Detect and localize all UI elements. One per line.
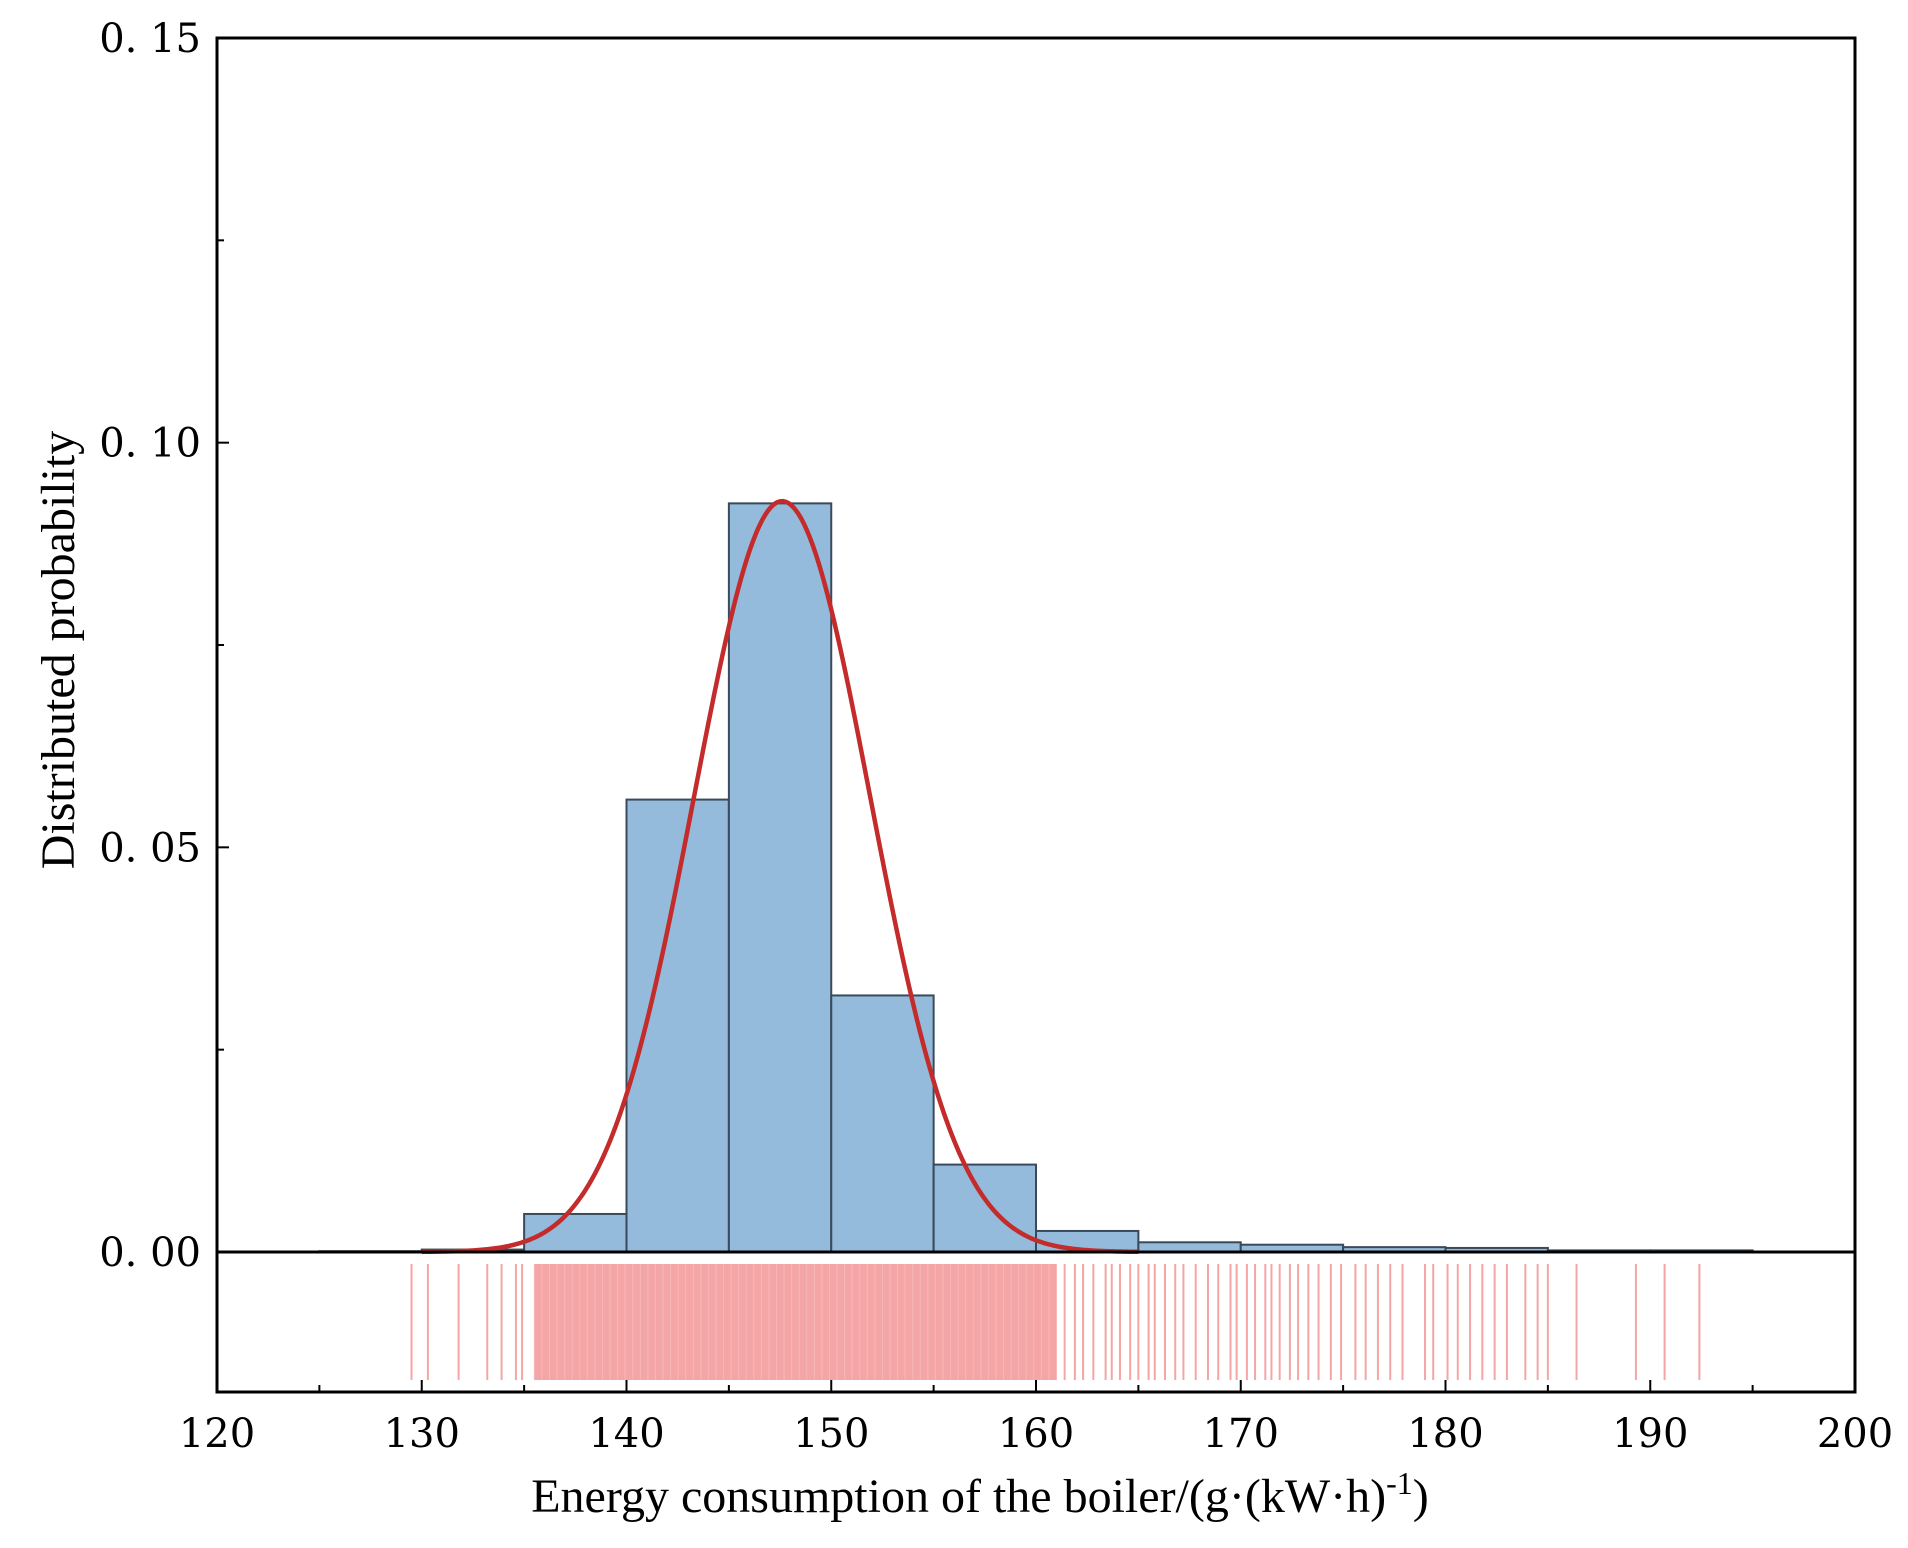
x-tick-label: 200 bbox=[1817, 1411, 1893, 1457]
density-curve bbox=[421, 498, 1139, 1255]
rug-dense-band bbox=[534, 1264, 1057, 1380]
density-curve-layer bbox=[421, 498, 1139, 1255]
histogram-bar-5 bbox=[727, 502, 833, 1254]
x-tick-label: 150 bbox=[793, 1411, 869, 1457]
histogram-bar-7 bbox=[932, 1163, 1037, 1254]
histogram-bar-6 bbox=[830, 994, 935, 1253]
x-tick-label: 180 bbox=[1407, 1411, 1483, 1457]
y-tick-label: 0. 00 bbox=[99, 1230, 201, 1276]
x-tick-label: 120 bbox=[179, 1411, 255, 1457]
y-tick-label: 0. 10 bbox=[99, 421, 201, 467]
x-tick-label: 190 bbox=[1612, 1411, 1688, 1457]
y-tick-label: 0. 15 bbox=[99, 16, 201, 62]
x-axis-title: Energy consumption of the boiler/(g·(kW·… bbox=[531, 1465, 1429, 1523]
x-tick-label: 160 bbox=[998, 1411, 1074, 1457]
x-tick-label: 140 bbox=[588, 1411, 664, 1457]
x-tick-label: 130 bbox=[384, 1411, 460, 1457]
histogram-bars bbox=[318, 502, 1754, 1254]
rug-layer bbox=[410, 1264, 1701, 1380]
histogram-bar-4 bbox=[625, 798, 730, 1253]
ticks: 120 130 140 150 160 170 180 190 200 0. 00 0. 05 0. … bbox=[99, 16, 1893, 1457]
y-tick-label: 0. 05 bbox=[99, 825, 201, 871]
y-axis-title: Distributed probability bbox=[32, 431, 85, 870]
x-tick-label: 170 bbox=[1203, 1411, 1279, 1457]
